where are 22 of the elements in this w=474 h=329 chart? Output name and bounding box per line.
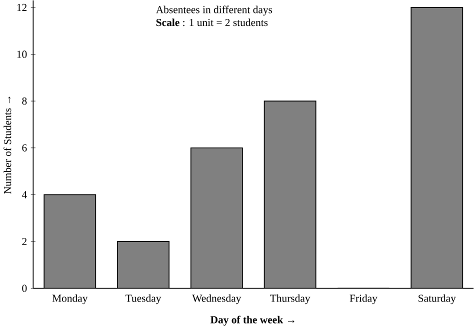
x-tick-label: Wednesday — [192, 294, 242, 304]
y-tick-label: 6 — [22, 144, 27, 152]
bar — [44, 194, 96, 288]
y-tick-label: 4 — [22, 191, 27, 198]
y-tick-label: 12 — [17, 4, 27, 11]
x-tick-label: Friday — [350, 294, 378, 304]
y-axis-title: Number of Students → — [4, 96, 12, 194]
text: Scale : 1 unit = 2 students — [156, 18, 268, 26]
y-tick-label: 8 — [22, 97, 27, 105]
y-tick-label: 2 — [22, 238, 27, 245]
x-tick-label: Thursday — [270, 294, 310, 304]
bar — [190, 148, 242, 288]
x-axis-title: Day of the week → — [210, 316, 294, 326]
bar — [117, 241, 170, 288]
chart-title: Absentees in different days — [156, 6, 272, 16]
y-tick-label: 0 — [22, 284, 27, 292]
x-tick-label: Monday — [52, 294, 88, 304]
x-tick-label: Tuesday — [126, 294, 162, 304]
bar — [264, 100, 316, 288]
x-tick-label: Saturday — [418, 294, 456, 304]
y-tick-label: 10 — [17, 50, 27, 58]
bar — [410, 6, 464, 288]
